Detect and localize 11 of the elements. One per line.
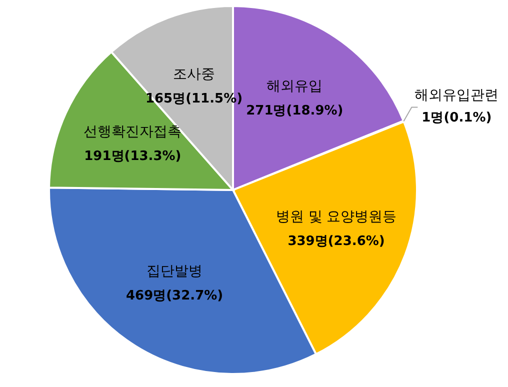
slice-label: 선행확진자접촉 xyxy=(84,124,182,140)
data-label: 1명(0.1%) xyxy=(422,110,492,126)
slice-label: 해외유입관련 xyxy=(414,87,499,104)
data-label: 271명(18.9%) xyxy=(246,103,344,118)
slice-label: 집단발병 xyxy=(146,264,203,280)
slice-label: 해외유입 xyxy=(266,78,323,94)
data-label: 191명(13.3%) xyxy=(84,148,182,164)
data-label: 469명(32.7%) xyxy=(126,288,224,304)
data-label: 339명(23.6%) xyxy=(288,234,385,249)
slice-label: 병원 및 요양병원등 xyxy=(276,208,397,225)
slice-label: 조사중 xyxy=(173,66,216,83)
